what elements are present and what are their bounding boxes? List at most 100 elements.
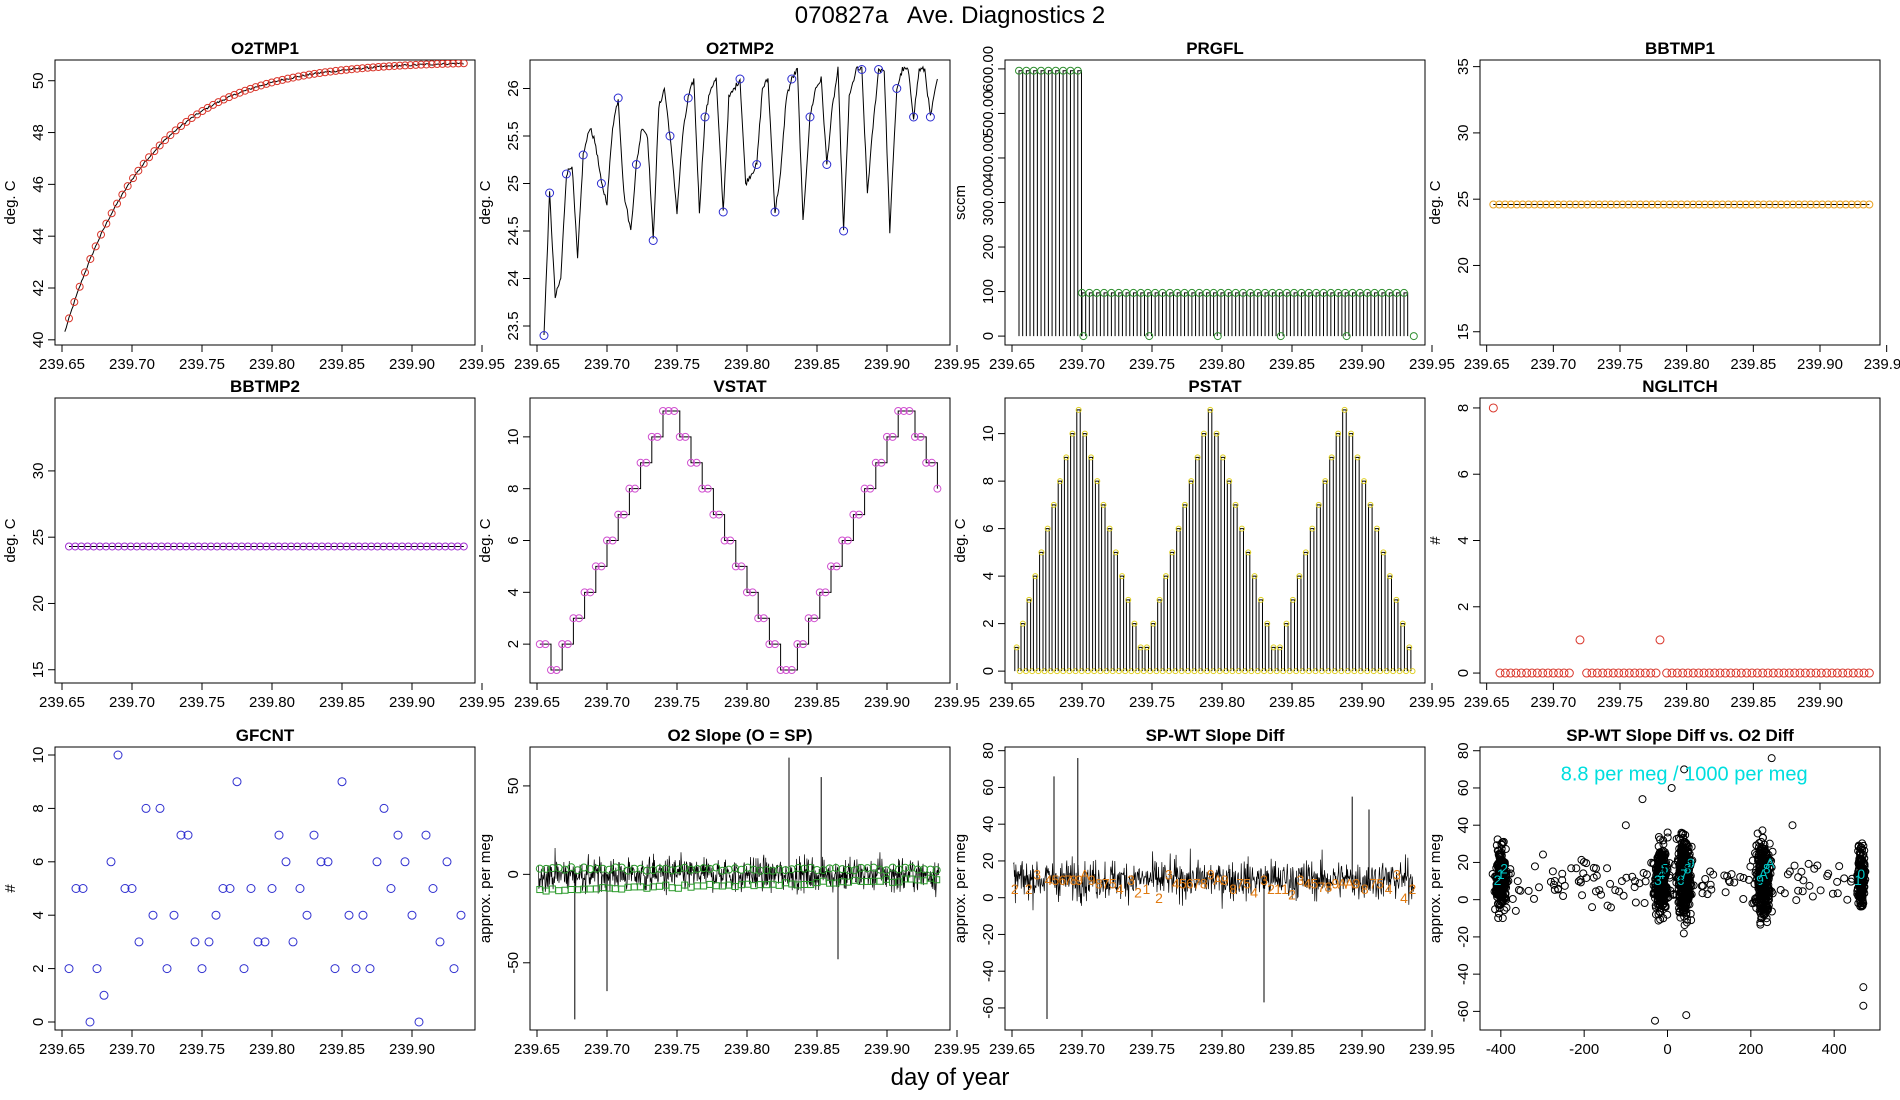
data-point bbox=[155, 141, 164, 150]
y-tick-label: 0 bbox=[1455, 895, 1472, 903]
data-point bbox=[1134, 668, 1141, 675]
data-point bbox=[793, 640, 802, 649]
data-point bbox=[1213, 332, 1222, 341]
data-point bbox=[151, 542, 160, 551]
data-label: 8 bbox=[1070, 872, 1078, 888]
data-point bbox=[1704, 668, 1714, 678]
data-point bbox=[804, 614, 813, 623]
data-point bbox=[1656, 908, 1665, 917]
data-point bbox=[1659, 840, 1668, 849]
data-point-square bbox=[719, 882, 726, 890]
y-tick-label: 8 bbox=[1455, 404, 1472, 412]
data-point bbox=[330, 542, 339, 551]
data-point bbox=[102, 542, 111, 551]
data-point bbox=[1753, 829, 1762, 838]
data-point bbox=[1137, 644, 1144, 651]
data-point bbox=[1792, 896, 1801, 905]
data-point bbox=[1248, 668, 1255, 675]
series-line bbox=[1239, 528, 1244, 672]
series-line bbox=[1184, 292, 1189, 337]
data-point bbox=[1790, 861, 1799, 870]
data-point bbox=[762, 866, 771, 875]
data-point bbox=[1758, 833, 1767, 842]
data-point bbox=[681, 432, 690, 441]
series-line bbox=[1070, 433, 1075, 672]
data-point bbox=[139, 542, 148, 551]
data-point bbox=[1608, 668, 1618, 678]
data-point bbox=[1306, 668, 1313, 675]
data-point bbox=[1511, 668, 1521, 678]
x-tick-label: 239.65 bbox=[514, 1041, 560, 1058]
data-point bbox=[1013, 644, 1020, 651]
data-point bbox=[1771, 200, 1780, 209]
data-point bbox=[619, 510, 628, 519]
panel-title: O2TMP2 bbox=[706, 39, 774, 58]
data-point bbox=[1761, 864, 1770, 873]
data-point bbox=[1335, 430, 1342, 437]
data-point bbox=[642, 458, 651, 467]
series-line bbox=[1220, 292, 1226, 337]
data-point bbox=[768, 866, 777, 875]
data-point bbox=[391, 542, 400, 551]
series-line bbox=[1330, 292, 1336, 337]
data-point bbox=[358, 64, 367, 73]
series-line bbox=[1119, 575, 1125, 672]
data-point bbox=[1680, 921, 1689, 930]
data-point bbox=[1524, 886, 1533, 895]
data-point bbox=[1757, 845, 1766, 854]
data-point bbox=[1550, 877, 1559, 886]
y-tick-label: 500.00 bbox=[980, 90, 997, 136]
data-point bbox=[1655, 635, 1665, 645]
data-point bbox=[1106, 525, 1113, 532]
data-point bbox=[1564, 668, 1574, 678]
data-point bbox=[274, 542, 283, 551]
data-point bbox=[459, 542, 468, 551]
data-point bbox=[1512, 200, 1521, 209]
data-point bbox=[1534, 883, 1543, 892]
data-point bbox=[1665, 871, 1674, 880]
x-tick-label: 239.90 bbox=[389, 694, 435, 711]
plot-frame bbox=[529, 59, 951, 346]
series-line bbox=[1406, 646, 1412, 672]
data-point bbox=[1489, 200, 1498, 209]
data-point bbox=[712, 863, 721, 872]
data-point bbox=[1833, 889, 1842, 898]
data-point bbox=[176, 542, 185, 551]
data-point bbox=[1094, 478, 1101, 485]
data-point bbox=[1496, 872, 1505, 881]
data-point bbox=[1501, 889, 1510, 898]
data-point bbox=[1341, 406, 1348, 413]
data-point bbox=[1097, 668, 1104, 675]
y-tick-label: 30 bbox=[30, 463, 47, 480]
data-point-square bbox=[656, 882, 663, 890]
data-point bbox=[1500, 890, 1509, 899]
data-point bbox=[363, 63, 372, 72]
data-point bbox=[1522, 668, 1532, 678]
panel-o2slope: O2 Slope (O = SP) approx. per meg 239.65 23… bbox=[477, 726, 980, 1058]
data-point bbox=[1579, 858, 1588, 867]
data-label: A bbox=[1338, 876, 1348, 892]
data-point bbox=[1767, 863, 1776, 872]
data-point bbox=[1679, 929, 1688, 938]
data-label: 2 bbox=[1500, 861, 1508, 877]
y-tick-label: 0 bbox=[30, 1018, 47, 1026]
series-line bbox=[1176, 292, 1182, 337]
data-point bbox=[81, 268, 90, 277]
data-point bbox=[597, 562, 606, 571]
data-point bbox=[752, 160, 762, 169]
x-tick-label: 239.70 bbox=[584, 1041, 630, 1058]
data-point bbox=[815, 588, 824, 597]
series-line bbox=[1057, 480, 1063, 672]
x-tick-label: 239.85 bbox=[794, 356, 840, 373]
data-point bbox=[295, 884, 305, 893]
data-point bbox=[542, 864, 551, 873]
x-tick-label: 239.90 bbox=[389, 356, 435, 373]
data-point bbox=[1723, 872, 1732, 881]
data-label: 9 bbox=[1353, 876, 1361, 892]
data-point bbox=[1731, 668, 1741, 678]
data-point bbox=[648, 236, 658, 245]
x-tick-label: 239.80 bbox=[249, 1041, 295, 1058]
data-point bbox=[348, 542, 357, 551]
data-point-square bbox=[863, 877, 871, 885]
data-point bbox=[1514, 885, 1523, 894]
